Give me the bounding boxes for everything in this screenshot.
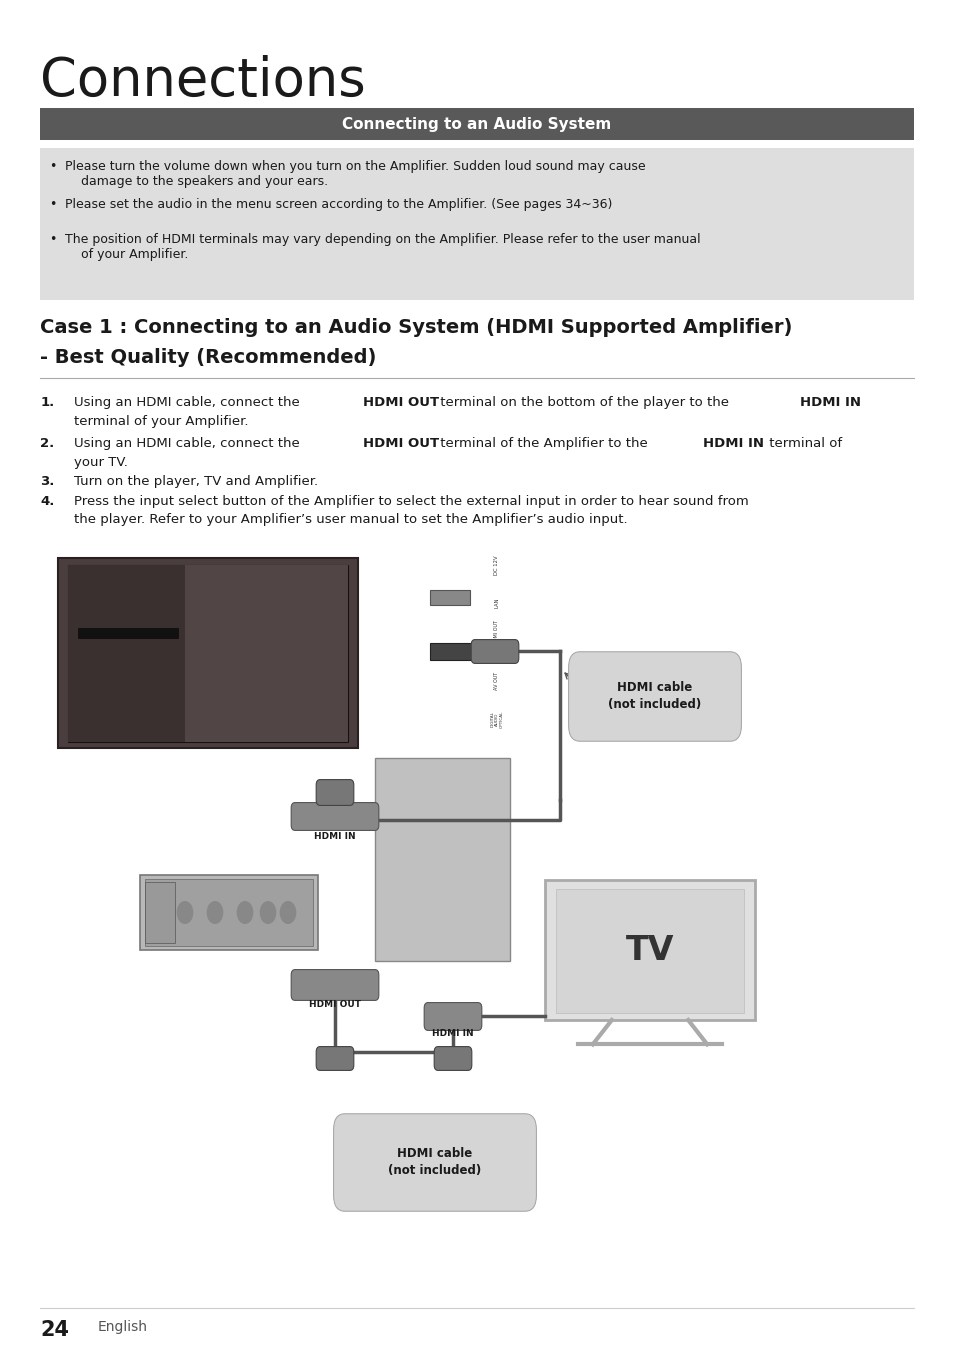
FancyBboxPatch shape [68, 565, 185, 742]
FancyBboxPatch shape [58, 558, 357, 747]
Text: - Best Quality (Recommended): - Best Quality (Recommended) [40, 348, 376, 367]
FancyBboxPatch shape [556, 890, 742, 1013]
Text: 4.: 4. [40, 496, 54, 508]
Text: terminal on the bottom of the player to the: terminal on the bottom of the player to … [436, 395, 733, 409]
FancyBboxPatch shape [544, 880, 754, 1020]
Text: Connections: Connections [40, 56, 365, 107]
FancyBboxPatch shape [315, 780, 354, 806]
Circle shape [237, 902, 253, 923]
Text: terminal of the Amplifier to the: terminal of the Amplifier to the [436, 437, 651, 450]
Circle shape [280, 902, 295, 923]
Text: AV OUT: AV OUT [494, 672, 499, 691]
Text: DIGITAL
AUDIO
OPTICAL: DIGITAL AUDIO OPTICAL [490, 711, 503, 728]
FancyBboxPatch shape [185, 565, 348, 742]
FancyBboxPatch shape [471, 639, 518, 663]
Circle shape [177, 902, 193, 923]
Text: HDMI IN: HDMI IN [432, 1029, 474, 1039]
Text: Using an HDMI cable, connect the: Using an HDMI cable, connect the [74, 437, 304, 450]
Text: terminal of: terminal of [764, 437, 841, 450]
Circle shape [260, 902, 275, 923]
Text: DC 12V: DC 12V [494, 555, 499, 575]
Text: Please turn the volume down when you turn on the Amplifier. Sudden loud sound ma: Please turn the volume down when you tur… [65, 160, 645, 188]
Text: Case 1 : Connecting to an Audio System (HDMI Supported Amplifier): Case 1 : Connecting to an Audio System (… [40, 318, 792, 337]
Text: •: • [50, 198, 57, 211]
FancyBboxPatch shape [434, 1047, 472, 1071]
Text: The position of HDMI terminals may vary depending on the Amplifier. Please refer: The position of HDMI terminals may vary … [65, 233, 700, 261]
Text: Turn on the player, TV and Amplifier.: Turn on the player, TV and Amplifier. [74, 475, 318, 487]
FancyBboxPatch shape [291, 803, 378, 830]
FancyBboxPatch shape [424, 1002, 481, 1030]
Text: Using an HDMI cable, connect the: Using an HDMI cable, connect the [74, 395, 304, 409]
Text: 3.: 3. [40, 475, 54, 487]
Text: Connecting to an Audio System: Connecting to an Audio System [342, 116, 611, 131]
FancyBboxPatch shape [334, 1114, 536, 1212]
Text: •: • [50, 233, 57, 246]
Text: HDMI OUT: HDMI OUT [362, 395, 438, 409]
Circle shape [207, 902, 222, 923]
Text: •: • [50, 160, 57, 173]
Text: HDMI IN: HDMI IN [702, 437, 763, 450]
Text: English: English [97, 1320, 147, 1334]
Text: HDMI OUT: HDMI OUT [309, 1001, 360, 1009]
FancyBboxPatch shape [78, 628, 178, 638]
FancyBboxPatch shape [375, 758, 510, 961]
Text: 2.: 2. [40, 437, 54, 450]
Text: 24: 24 [40, 1320, 69, 1340]
FancyBboxPatch shape [568, 651, 740, 741]
FancyBboxPatch shape [40, 148, 913, 301]
Text: terminal of your Amplifier.: terminal of your Amplifier. [74, 414, 249, 428]
FancyBboxPatch shape [40, 108, 913, 139]
Text: your TV.: your TV. [74, 456, 128, 468]
Text: HDMI cable
(not included): HDMI cable (not included) [388, 1147, 481, 1177]
FancyBboxPatch shape [140, 875, 317, 951]
FancyBboxPatch shape [430, 643, 475, 659]
Text: HDMI IN: HDMI IN [800, 395, 861, 409]
FancyBboxPatch shape [315, 1047, 354, 1071]
FancyBboxPatch shape [145, 881, 175, 944]
FancyBboxPatch shape [291, 969, 378, 1001]
FancyBboxPatch shape [145, 879, 313, 946]
Text: HDMI cable
(not included): HDMI cable (not included) [608, 681, 700, 711]
Text: Please set the audio in the menu screen according to the Amplifier. (See pages 3: Please set the audio in the menu screen … [65, 198, 612, 211]
Text: HDMI OUT: HDMI OUT [362, 437, 438, 450]
FancyBboxPatch shape [430, 590, 470, 605]
Text: the player. Refer to your Amplifier’s user manual to set the Amplifier’s audio i: the player. Refer to your Amplifier’s us… [74, 513, 627, 525]
Text: 1.: 1. [40, 395, 54, 409]
Text: HDMI IN: HDMI IN [314, 831, 355, 841]
Text: LAN: LAN [494, 597, 499, 608]
Text: HDMI OUT: HDMI OUT [494, 620, 499, 645]
Text: Press the input select button of the Amplifier to select the external input in o: Press the input select button of the Amp… [74, 496, 748, 508]
Text: TV: TV [625, 933, 674, 967]
